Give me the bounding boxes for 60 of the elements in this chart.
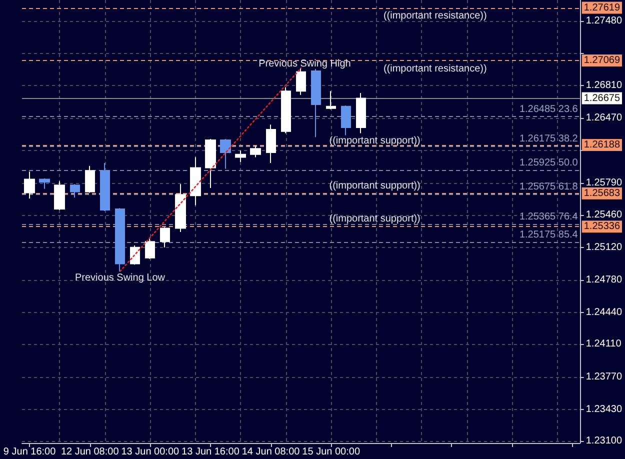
ref-line-label: 1.26485 23.6: [519, 104, 578, 116]
ref-line-label: 1.26175 38.2: [519, 134, 578, 145]
x-tick-label: 12 Jun 08:00: [60, 446, 120, 458]
candlestick: [115, 208, 125, 272]
candlestick: [341, 104, 351, 136]
y-tick-label: 1.25460: [586, 209, 622, 220]
candlestick: [326, 90, 336, 110]
annotation: ((important support)): [329, 180, 420, 192]
ref-line-label: 1.25336: [584, 221, 620, 232]
y-tick-label: 1.25790: [586, 178, 622, 189]
y-tick-label: 1.23770: [586, 371, 622, 382]
annotation: ((important support)): [329, 214, 420, 224]
candlestick: [235, 150, 246, 163]
candlestick: [85, 165, 95, 194]
annotation: ((important resistance)): [383, 10, 487, 22]
candlestick: [296, 68, 306, 96]
x-tick-label: 13 Jun 00:00: [121, 446, 180, 458]
annotation: ((important support)): [329, 136, 420, 146]
y-tick-label: 1.25120: [586, 242, 622, 253]
x-tick-label: 15 Jun 00:00: [302, 446, 360, 458]
annotation: ((important resistance)): [383, 64, 487, 74]
x-tick-label: 13 Jun 16:00: [182, 446, 240, 458]
ref-line-label: 1.25925 50.0: [519, 158, 578, 169]
candlestick: [130, 244, 140, 266]
annotation: Previous Swing Low: [74, 272, 166, 284]
y-tick-label: 1.24440: [586, 307, 622, 318]
ref-line-label: 1.25683: [584, 188, 620, 199]
y-tick-label: 1.24110: [586, 338, 622, 350]
candlestick: [100, 162, 110, 212]
candlestick: [24, 171, 35, 199]
candlestick: [190, 156, 201, 206]
y-tick-label: 1.26810: [586, 80, 622, 91]
ref-line-label: 1.26675: [584, 92, 620, 104]
candlestick: [175, 184, 186, 233]
candlestick: [205, 138, 216, 188]
candlestick: [39, 178, 50, 190]
candlestick: [281, 86, 291, 134]
candlestick: [356, 92, 366, 134]
candlestick: [266, 124, 276, 164]
y-tick-label: 1.23100: [586, 436, 622, 447]
ref-line-label: 1.25675 61.8: [519, 182, 578, 193]
y-tick-label: 1.26470: [586, 112, 622, 124]
ref-line-label: 1.26188: [584, 139, 620, 150]
ref-line-label: 1.25365 76.4: [519, 211, 578, 222]
ref-line-label: 1.25175 85.4: [519, 230, 578, 241]
y-tick-label: 1.24780: [586, 274, 622, 286]
candlestick: [160, 226, 170, 248]
y-tick-label: 1.23430: [586, 404, 622, 415]
ref-line-label: 1.27069: [584, 55, 620, 66]
candlestick: [54, 180, 65, 210]
x-tick-label: 9 Jun 16:00: [3, 446, 56, 458]
ref-line-label: 1.27619: [584, 2, 620, 14]
candlestick: [250, 145, 261, 158]
annotation: Previous Swing High: [258, 58, 351, 70]
candlestick: [70, 184, 80, 198]
candlestick: [220, 138, 231, 170]
candlestick: [311, 68, 321, 138]
y-tick-label: 1.27480: [586, 16, 622, 27]
x-tick-label: 14 Jun 08:00: [242, 446, 300, 458]
candlestick: [145, 237, 155, 260]
